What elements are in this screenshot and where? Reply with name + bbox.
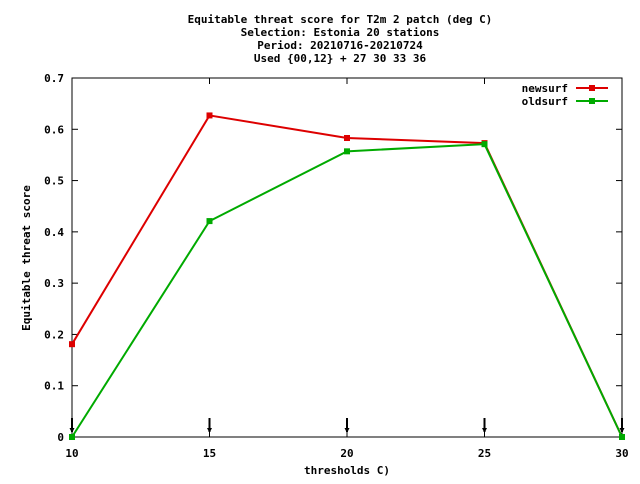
data-point-newsurf [344, 135, 350, 142]
title-line-1: Equitable threat score for T2m 2 patch (… [188, 13, 493, 26]
title-line-2: Selection: Estonia 20 stations [241, 26, 440, 39]
title-line-3: Period: 20210716-20210724 [257, 39, 423, 52]
plot-frame [71, 77, 623, 438]
x-tick-label: 30 [615, 447, 628, 460]
y-axis-label: Equitable threat score [20, 185, 33, 331]
y-tick-label: 0 [57, 431, 64, 444]
y-tick-label: 0.7 [44, 72, 64, 85]
data-point-newsurf [206, 112, 213, 119]
y-tick-label: 0.4 [44, 226, 64, 239]
plot-area: 0 0.1 0.2 0.3 0.4 0.5 0.6 0.7 10 15 20 25 30 newsurfo… [44, 72, 629, 460]
y-tick-label: 0.1 [44, 380, 64, 393]
data-point-oldsurf [69, 434, 75, 440]
series-line-newsurf [71, 114, 623, 438]
data-point-oldsurf [619, 434, 625, 440]
count-marker-arrow [344, 428, 350, 433]
legend-label-oldsurf: oldsurf [522, 95, 568, 108]
legend-marker-newsurf [589, 85, 595, 91]
x-tick-label: 10 [65, 447, 78, 460]
y-tick-label: 0.3 [44, 277, 64, 290]
data-point-newsurf [69, 341, 75, 348]
y-tick-label: 0.6 [44, 123, 64, 136]
data-point-oldsurf [344, 148, 350, 155]
count-marker-arrow [207, 428, 212, 433]
data-point-oldsurf [481, 141, 488, 148]
x-tick-label: 20 [340, 447, 353, 460]
x-tick-label: 25 [478, 447, 491, 460]
y-tick-label: 0.2 [44, 328, 64, 341]
count-marker-arrow [619, 428, 625, 433]
title-line-4: Used {00,12} + 27 30 33 36 [254, 52, 427, 65]
x-tick-label: 15 [203, 447, 216, 460]
count-marker-arrow [482, 428, 487, 433]
data-point-oldsurf [206, 218, 213, 225]
series-line-oldsurf [71, 143, 623, 438]
y-tick-label: 0.5 [44, 175, 64, 188]
legend-label-newsurf: newsurf [522, 82, 568, 95]
count-marker-arrow [69, 428, 75, 433]
legend-marker-oldsurf [589, 98, 595, 104]
x-axis-label: thresholds C) [304, 464, 390, 477]
chart-title: Equitable threat score for T2m 2 patch (… [188, 13, 493, 65]
